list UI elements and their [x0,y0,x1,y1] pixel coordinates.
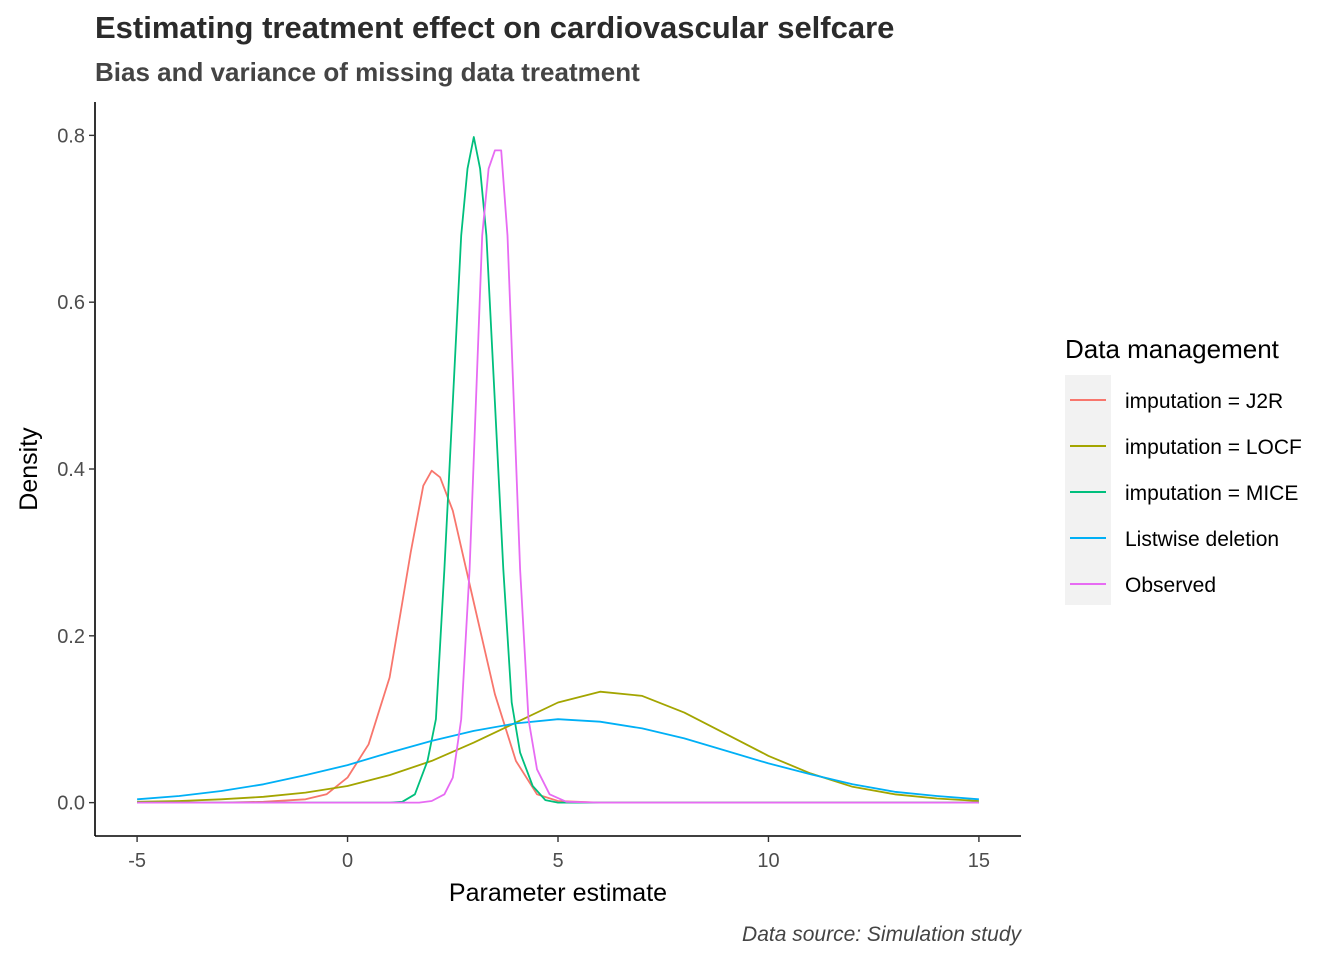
legend-label-1: imputation = J2R [1125,390,1283,413]
series-line-2 [137,690,979,803]
y-tick-label: 0.2 [57,626,85,648]
legend-key-background [1065,375,1111,605]
legend-label-4: Listwise deletion [1125,528,1279,551]
x-tick-label: 0 [342,850,353,872]
x-tick-label: 10 [757,850,779,872]
legend-title: Data management [1065,334,1280,364]
series-line-5 [137,149,979,804]
y-axis-title: Density [15,427,43,511]
chart-subtitle: Bias and variance of missing data treatm… [95,57,640,87]
legend: Data management imputation = J2R imputati… [1065,334,1302,605]
x-tick-label: -5 [128,850,146,872]
legend-label-2: imputation = LOCF [1125,436,1302,459]
series-line-4 [137,718,979,801]
series-line-1 [137,469,979,804]
chart-caption: Data source: Simulation study [742,923,1022,946]
y-tick-label: 0.8 [57,125,85,147]
x-tick-label: 5 [552,850,563,872]
chart-title: Estimating treatment effect on cardiovas… [95,10,894,45]
y-tick-label: 0.6 [57,292,85,314]
x-tick-label: 15 [968,850,990,872]
plot-area: 0.0 0.2 0.4 0.6 0.8 -5 0 5 10 15 [57,102,1021,872]
legend-label-3: imputation = MICE [1125,482,1298,505]
series-line-3 [137,136,979,804]
y-tick-label: 0.0 [57,793,85,815]
x-axis-title: Parameter estimate [449,879,667,907]
y-tick-label: 0.4 [57,459,85,481]
legend-label-5: Observed [1125,574,1216,597]
